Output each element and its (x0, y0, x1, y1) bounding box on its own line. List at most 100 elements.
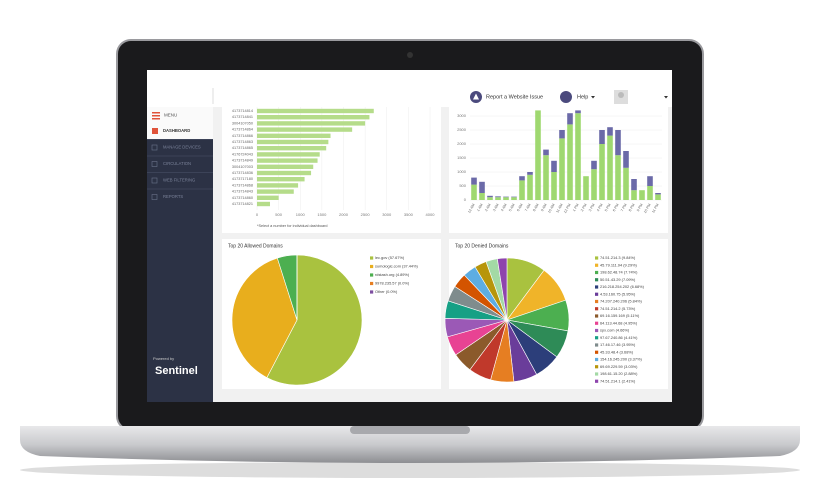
bar-segment (471, 184, 477, 200)
legend-swatch (595, 314, 599, 318)
bar (257, 115, 370, 120)
legend-entry: 4.53.160.75 (5.95%) (600, 291, 636, 296)
nav-icon (151, 144, 158, 151)
legend-name: rdstash.org (375, 272, 394, 277)
bar-segment (607, 127, 613, 136)
x-tick-label: 3000 (382, 212, 392, 217)
x-tick-label: 1 AM (476, 203, 484, 212)
legend-entry: 17.46.17.46 (3.95%) (600, 342, 636, 347)
y-tick-label: 4173714865 (232, 146, 253, 150)
legend-entry: sumologic.com (37.44%) (375, 264, 419, 269)
bar-segment (631, 190, 637, 200)
bar-segment (503, 196, 509, 198)
legend-name: 97.67.240.86 (600, 335, 623, 340)
report-link[interactable]: Report a Website Issue (486, 94, 543, 100)
legend-value: (4.66%) (616, 328, 630, 333)
bar-segment (631, 179, 637, 191)
legend-value: (5.95%) (622, 291, 636, 296)
pie-slice (266, 254, 363, 386)
y-tick-label: 4173714821 (232, 202, 253, 206)
dashboard-content: DASHBOARD MANAGE DEVICES CIRCULATION WEB FI… (147, 107, 662, 386)
legend-value: (37.44%) (402, 264, 418, 269)
x-tick-label: 3 AM (492, 203, 500, 212)
legend-swatch (370, 256, 374, 260)
legend-swatch (370, 290, 374, 294)
y-tick-label: 4173714843 (232, 190, 253, 194)
x-tick-label: 10 PM (643, 203, 652, 214)
bar-segment (527, 172, 533, 175)
help-menu[interactable]: Help (577, 94, 588, 100)
nav-icon (151, 161, 158, 167)
nav-item[interactable]: CIRCULATION (163, 161, 191, 166)
y-tick-label: 4173714863 (232, 140, 253, 144)
x-tick-label: 9 AM (540, 203, 548, 212)
bar (257, 121, 366, 126)
powered-by: Powered by (153, 356, 174, 361)
legend-name: 69.69.229.59 (600, 364, 623, 369)
caret (591, 96, 595, 99)
legend-entry: 45.79.111.94 (9.29%) (600, 262, 638, 267)
menu-label[interactable]: MENU (164, 113, 177, 118)
bar-segment (599, 144, 605, 200)
x-tick-label: 5 PM (604, 203, 612, 212)
caret[interactable] (664, 96, 668, 99)
legend-name: 45.33.48.4 (600, 349, 619, 354)
x-tick-label: 6 PM (612, 203, 620, 212)
legend-value: (0.0%) (398, 281, 410, 286)
legend-value: (57.67%) (388, 255, 404, 260)
notch (350, 426, 470, 434)
x-tick-label: 2 AM (484, 203, 492, 212)
x-tick-label: 7 PM (620, 203, 628, 212)
screen: Report a Website Issue Help MENU Powered… (147, 70, 672, 402)
pie-slice (496, 257, 508, 321)
legend-name: 198.62.48.74 (600, 270, 624, 275)
y-tick-label: 3000 (457, 113, 467, 118)
bar (257, 164, 314, 169)
legend-value: (5.84%) (628, 299, 642, 304)
x-tick-label: 5 AM (508, 203, 516, 212)
legend-name: 74.51.214.2 (600, 306, 621, 311)
x-tick-label: 4 AM (500, 203, 508, 212)
legend-swatch (595, 256, 599, 260)
help-icon[interactable] (560, 91, 572, 103)
y-tick-label: 3004107003 (232, 165, 253, 169)
x-tick-label: 8 AM (532, 203, 540, 212)
legend-entry: 64.113.44.68 (4.95%) (600, 320, 638, 325)
legend-name: sumologic.com (375, 264, 401, 269)
x-tick-label: 500 (275, 212, 282, 217)
nav-item[interactable]: MANAGE DEVICES (163, 145, 201, 150)
nav-item[interactable]: WEB FILTERING (163, 178, 195, 183)
bar-segment (647, 176, 653, 186)
bar-segment (615, 155, 621, 200)
legend-entry: 45.33.48.4 (3.68%) (600, 349, 634, 354)
bar-segment (535, 110, 541, 200)
pie-slice (231, 257, 298, 379)
nav-item[interactable]: REPORTS (163, 194, 183, 199)
x-tick-label: 11 AM (555, 203, 563, 214)
x-tick-label: 2000 (339, 212, 349, 217)
legend-entry: 74.51.214.2 (5.73%) (600, 306, 636, 311)
x-tick-label: 9 PM (636, 203, 644, 212)
nav-icon (151, 177, 158, 184)
bar (257, 201, 270, 207)
legend-swatch (595, 328, 599, 333)
menu-icon (152, 115, 160, 117)
legend-swatch (595, 263, 599, 267)
bar (257, 152, 320, 157)
legend-name: Other (375, 289, 385, 294)
legend-swatch (595, 321, 599, 325)
bar-segment (623, 151, 629, 168)
legend-entry: 74.207.240.206 (5.84%) (600, 299, 642, 304)
nav-item[interactable]: DASHBOARD (163, 128, 190, 133)
legend-swatch (595, 336, 599, 340)
x-tick-label: 0 (256, 212, 259, 217)
y-tick-label: 4173714836 (232, 171, 253, 175)
x-tick-label: 12 PM (563, 203, 572, 214)
legend-name: 74.207.240.206 (600, 299, 627, 304)
camera (407, 52, 413, 58)
bar (257, 139, 329, 145)
menu-icon (152, 112, 160, 114)
legend-entry: spx.com (4.66%) (600, 328, 630, 333)
y-tick-label: 0 (464, 197, 467, 202)
